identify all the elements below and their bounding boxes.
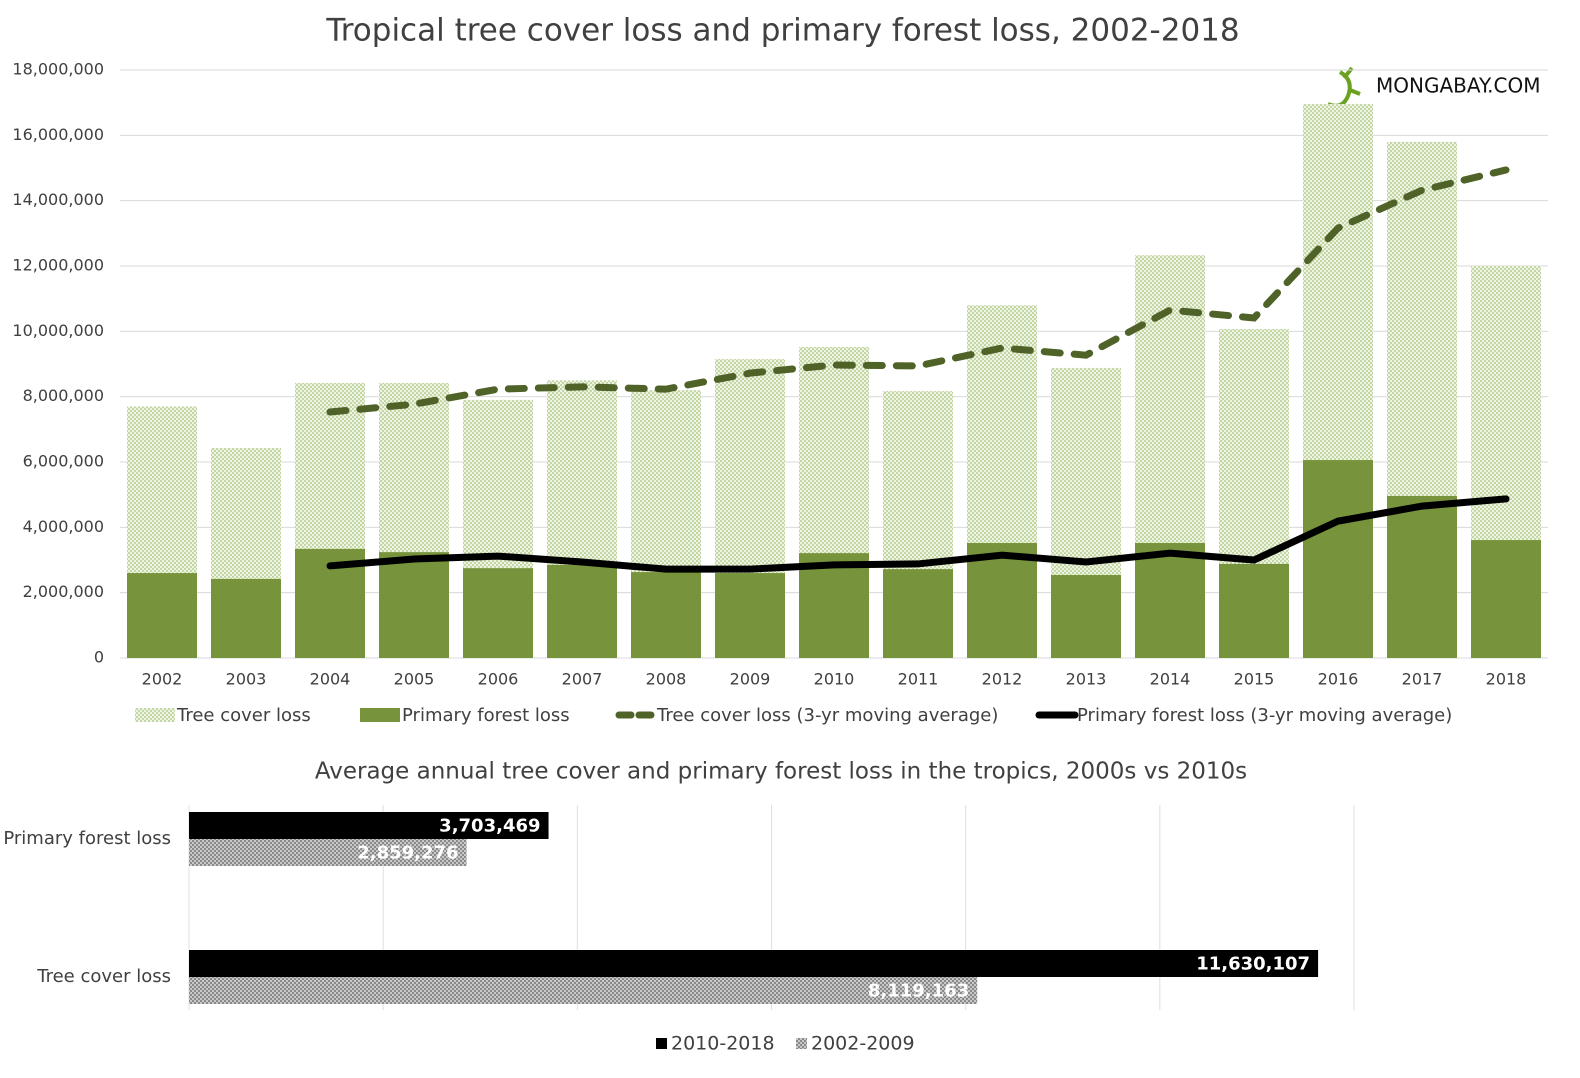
x-tick-label: 2014 <box>1150 670 1191 689</box>
y-tick-label: 2,000,000 <box>23 582 104 601</box>
legend-swatch <box>656 1038 667 1049</box>
legend-item: 2002-2009 <box>796 1033 915 1055</box>
bar <box>127 573 197 658</box>
x-tick-label: 2010 <box>814 670 855 689</box>
bar <box>1135 543 1205 658</box>
x-tick-label: 2008 <box>646 670 687 689</box>
legend-label: 2002-2009 <box>811 1033 915 1055</box>
legend-item: Tree cover loss <box>135 705 311 726</box>
bar <box>1471 540 1541 658</box>
x-tick-label: 2006 <box>478 670 519 689</box>
y-tick-label: 0 <box>94 648 104 667</box>
bar <box>967 543 1037 658</box>
watermark: MONGABAY.COM <box>1376 74 1540 98</box>
y-tick-label: 16,000,000 <box>12 125 104 144</box>
line-series <box>326 166 1510 416</box>
bar <box>631 572 701 658</box>
legend-swatch <box>135 708 175 722</box>
x-tick-label: 2007 <box>562 670 603 689</box>
bar <box>463 568 533 658</box>
logo: MONGABAY.COM <box>1327 66 1540 108</box>
bar <box>799 553 869 658</box>
y-tick-label: 8,000,000 <box>23 386 104 405</box>
y-tick-label: 12,000,000 <box>12 256 104 275</box>
bar <box>1051 575 1121 658</box>
line-series <box>326 495 1510 573</box>
value-label: 11,630,107 <box>1196 954 1310 975</box>
x-tick-label: 2012 <box>982 670 1023 689</box>
legend-item: Tree cover loss (3-yr moving average) <box>615 705 998 726</box>
x-tick-label: 2017 <box>1402 670 1443 689</box>
y-tick-label: 14,000,000 <box>12 190 104 209</box>
bar <box>189 950 1319 977</box>
y-tick-label: 6,000,000 <box>23 452 104 471</box>
legend-swatch <box>360 708 400 722</box>
x-tick-label: 2009 <box>730 670 771 689</box>
chart-title: Average annual tree cover and primary fo… <box>315 759 1247 785</box>
bar <box>189 977 978 1004</box>
value-label: 8,119,163 <box>868 981 969 1002</box>
bar <box>211 578 281 658</box>
bar <box>715 573 785 658</box>
value-label: 3,703,469 <box>439 816 540 837</box>
x-tick-label: 2011 <box>898 670 939 689</box>
legend-swatch <box>796 1038 807 1049</box>
chart-title: Tropical tree cover loss and primary for… <box>325 13 1239 49</box>
x-tick-label: 2015 <box>1234 670 1275 689</box>
bar <box>547 564 617 658</box>
y-tick-label: Tree cover loss <box>36 966 171 987</box>
x-tick-label: 2004 <box>310 670 351 689</box>
legend-item: Primary forest loss <box>360 705 570 726</box>
bar <box>1387 495 1457 658</box>
y-tick-label: Primary forest loss <box>3 828 171 849</box>
bar <box>379 552 449 658</box>
legend-item: Primary forest loss (3-yr moving average… <box>1035 705 1452 726</box>
x-tick-label: 2003 <box>226 670 267 689</box>
bar <box>189 812 549 839</box>
value-label: 2,859,276 <box>357 843 458 864</box>
legend-item: 2010-2018 <box>656 1033 775 1055</box>
y-tick-label: 10,000,000 <box>12 321 104 340</box>
bar <box>1219 563 1289 658</box>
x-tick-label: 2013 <box>1066 670 1107 689</box>
x-tick-label: 2018 <box>1486 670 1527 689</box>
y-tick-label: 18,000,000 <box>12 60 104 79</box>
x-tick-label: 2002 <box>142 670 183 689</box>
x-tick-label: 2005 <box>394 670 435 689</box>
bar <box>883 569 953 658</box>
legend-label: Tree cover loss (3-yr moving average) <box>656 705 998 726</box>
legend-label: Primary forest loss (3-yr moving average… <box>1077 705 1452 726</box>
legend-label: 2010-2018 <box>671 1033 775 1055</box>
legend-label: Tree cover loss <box>176 705 311 726</box>
bar <box>189 839 467 866</box>
y-tick-label: 4,000,000 <box>23 517 104 536</box>
legend-label: Primary forest loss <box>402 705 570 726</box>
bar <box>1303 460 1373 658</box>
logo-gecko <box>1327 66 1361 108</box>
x-tick-label: 2016 <box>1318 670 1359 689</box>
